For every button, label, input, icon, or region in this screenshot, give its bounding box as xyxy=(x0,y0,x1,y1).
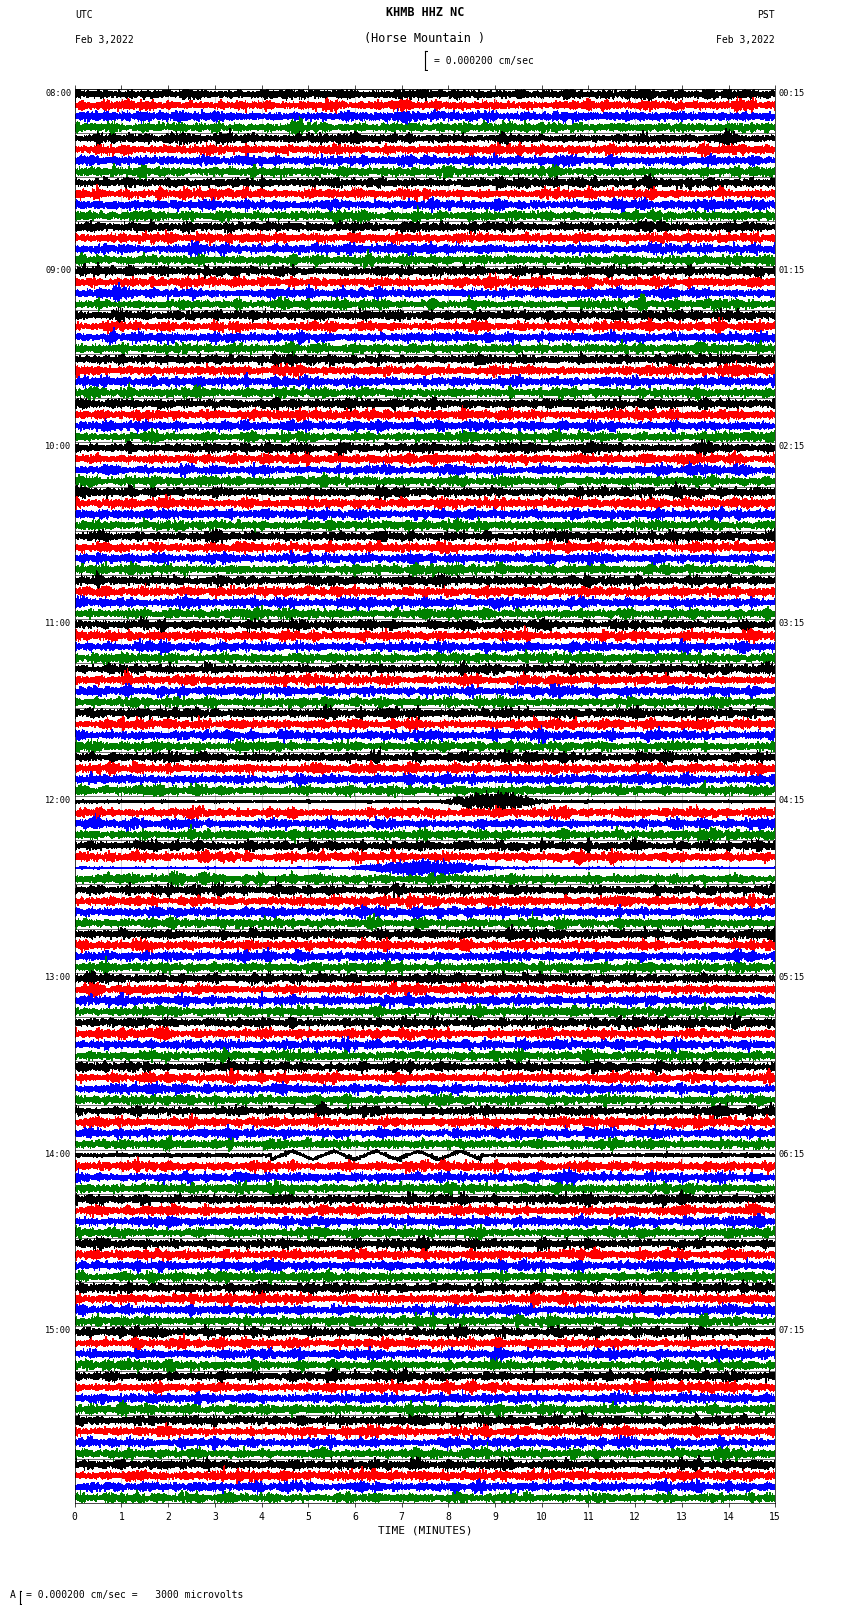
Text: 10:00: 10:00 xyxy=(45,442,71,452)
Text: 06:15: 06:15 xyxy=(779,1150,805,1158)
Text: Feb 3,2022: Feb 3,2022 xyxy=(717,35,775,45)
Text: 08:00: 08:00 xyxy=(45,89,71,98)
Text: 03:15: 03:15 xyxy=(779,619,805,627)
Text: 00:15: 00:15 xyxy=(779,89,805,98)
Text: 07:15: 07:15 xyxy=(779,1326,805,1336)
Text: 14:00: 14:00 xyxy=(45,1150,71,1158)
Text: UTC: UTC xyxy=(75,10,93,19)
Text: 02:15: 02:15 xyxy=(779,442,805,452)
Text: (Horse Mountain ): (Horse Mountain ) xyxy=(365,32,485,45)
Text: KHMB HHZ NC: KHMB HHZ NC xyxy=(386,6,464,19)
Text: = 0.000200 cm/sec: = 0.000200 cm/sec xyxy=(434,56,534,66)
Text: 13:00: 13:00 xyxy=(45,973,71,982)
Text: 01:15: 01:15 xyxy=(779,266,805,274)
X-axis label: TIME (MINUTES): TIME (MINUTES) xyxy=(377,1526,473,1536)
Text: Feb 3,2022: Feb 3,2022 xyxy=(75,35,133,45)
Text: 12:00: 12:00 xyxy=(45,797,71,805)
Text: 04:15: 04:15 xyxy=(779,797,805,805)
Text: = 0.000200 cm/sec =   3000 microvolts: = 0.000200 cm/sec = 3000 microvolts xyxy=(26,1590,243,1600)
Text: A: A xyxy=(10,1590,16,1600)
Text: 05:15: 05:15 xyxy=(779,973,805,982)
Text: 15:00: 15:00 xyxy=(45,1326,71,1336)
Text: 09:00: 09:00 xyxy=(45,266,71,274)
Text: 11:00: 11:00 xyxy=(45,619,71,627)
Text: PST: PST xyxy=(757,10,775,19)
